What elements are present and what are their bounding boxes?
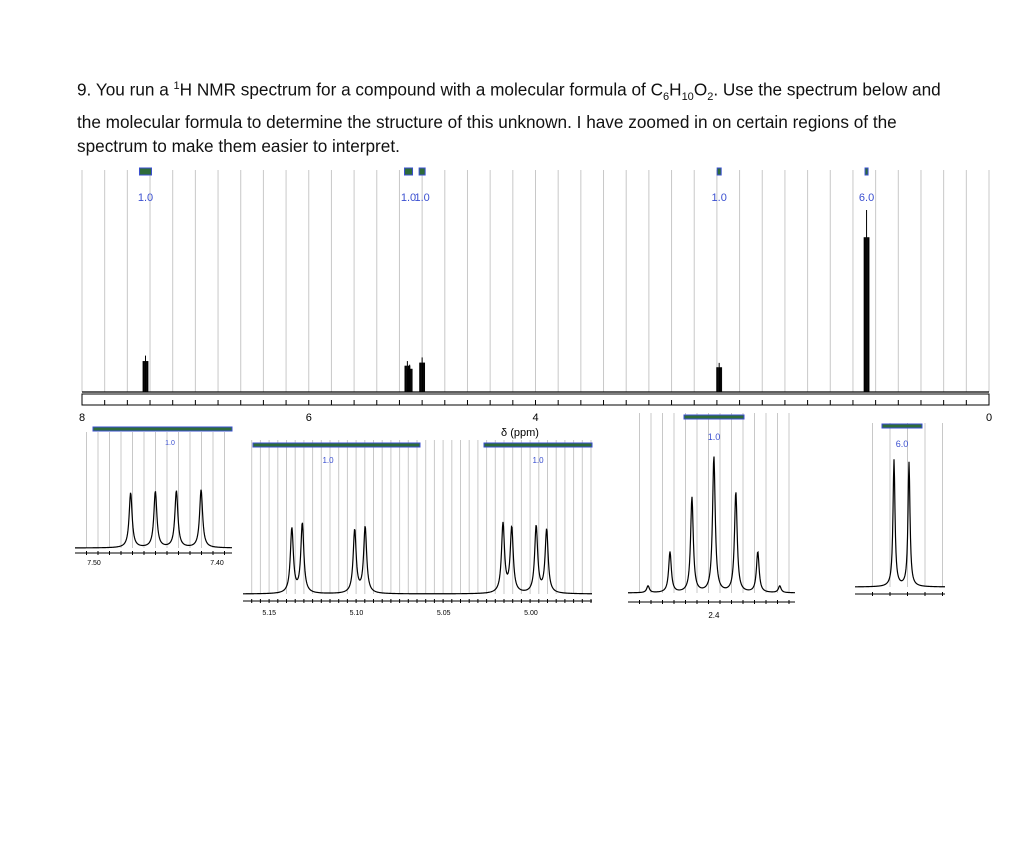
x-tick-label: 5.10: [350, 610, 364, 617]
integral-marker: [683, 414, 745, 420]
spectrum-trace: [627, 456, 796, 594]
q-sub: 2: [707, 91, 714, 104]
q-text: H: [669, 79, 682, 100]
spectrum-trace: [242, 521, 593, 595]
integral-label: 1.0: [165, 440, 175, 447]
integral-label: 1.0: [322, 456, 334, 465]
integral-label: 6.0: [859, 192, 874, 204]
x-tick-label: 5.15: [262, 610, 276, 617]
question-text: 9. You run a 1H NMR spectrum for a compo…: [77, 74, 957, 159]
x-tick-label: 8: [79, 412, 85, 424]
integral-label: 1.0: [712, 192, 727, 204]
integral-label: 1.0: [532, 456, 544, 465]
x-tick-label: 2.4: [708, 611, 720, 620]
integral-marker: [404, 167, 414, 176]
x-tick-label: 5.05: [437, 610, 451, 617]
integral-marker: [418, 167, 426, 176]
x-tick-label: 7.40: [210, 560, 224, 567]
integral-label: 1.0: [708, 432, 721, 442]
spectrum-trace: [854, 459, 946, 588]
x-tick-label: 7.50: [87, 560, 101, 567]
x-tick-label: 0: [986, 412, 992, 424]
spectrum-trace: [74, 489, 233, 549]
x-tick-label: 4: [532, 412, 538, 424]
q-text: You run a: [95, 79, 174, 100]
q-sub: 10: [681, 91, 694, 104]
integral-marker: [716, 167, 722, 176]
x-axis-label: δ (ppm): [501, 427, 539, 439]
q-text: O: [693, 79, 708, 100]
q-text: . Use the spectrum below and the molecul…: [77, 79, 941, 157]
integral-marker: [483, 442, 593, 448]
integral-label: 1.0: [138, 192, 153, 204]
integral-label: 1.0: [401, 192, 416, 204]
integral-marker: [864, 167, 869, 176]
integral-marker: [138, 167, 152, 176]
q-sup: 1: [173, 80, 180, 92]
integral-label: 6.0: [896, 439, 909, 449]
integral-label: 1.0: [414, 192, 429, 204]
integral-marker: [881, 423, 923, 429]
x-tick-label: 6: [306, 412, 312, 424]
integral-marker: [92, 426, 233, 432]
question-number: 9.: [77, 79, 92, 100]
q-text: H NMR spectrum for a compound with a mol…: [179, 79, 664, 100]
q-sub: 6: [663, 91, 670, 104]
integral-marker: [252, 442, 421, 448]
x-tick-label: 5.00: [524, 610, 538, 617]
